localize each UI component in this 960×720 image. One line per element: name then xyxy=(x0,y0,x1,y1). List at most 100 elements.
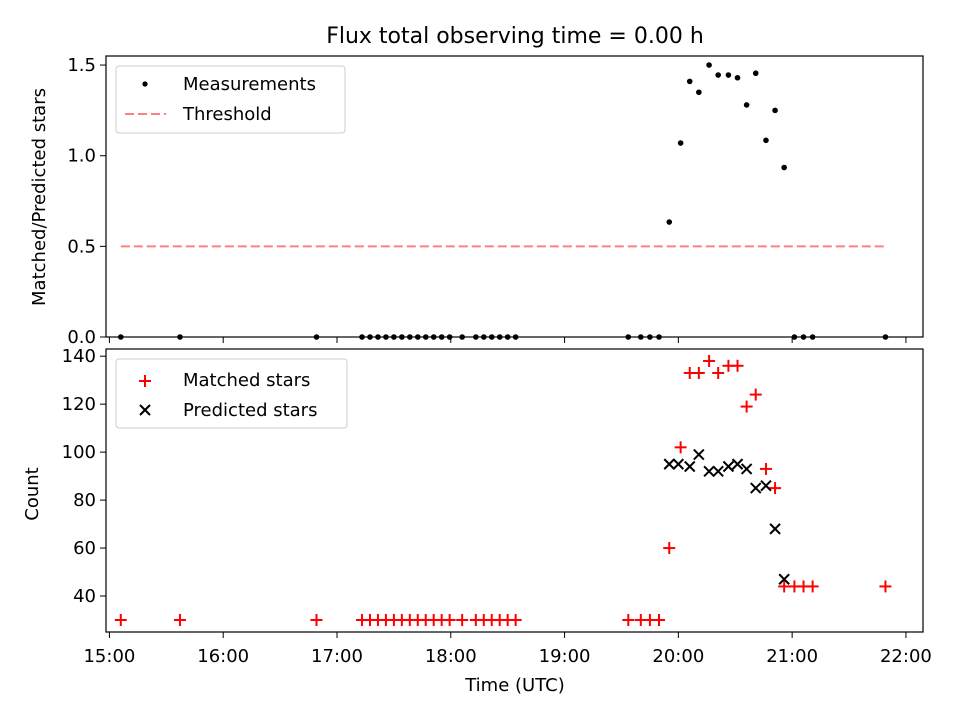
top-panel: 0.0 0.5 1.0 1.5 Matched/Predicted stars Mea… xyxy=(29,55,924,348)
measurement-point xyxy=(763,137,769,144)
bottom-y-tick-label: 120 xyxy=(62,394,96,415)
measurement-point xyxy=(772,107,778,114)
matched-stars-point xyxy=(749,388,762,401)
measurement-point xyxy=(752,70,759,77)
measurement-point xyxy=(743,102,750,108)
top-y-tick-label: 1.5 xyxy=(67,55,96,76)
legend-predicted-label: Predicted stars xyxy=(183,400,317,421)
bottom-y-axis-label: Count xyxy=(22,467,43,520)
measurement-point xyxy=(882,334,889,340)
measurement-point xyxy=(706,62,712,68)
legend-measurements-label: Measurements xyxy=(183,74,316,95)
bottom-panel: 40 60 80 100 120 140 15:00 16:00 17:00 18:00 19:0… xyxy=(22,346,932,696)
matched-stars-point xyxy=(456,614,469,627)
matched-stars-point xyxy=(173,614,186,627)
predicted-stars-point xyxy=(731,458,744,470)
measurement-point xyxy=(383,334,389,340)
bottom-y-tick-label: 40 xyxy=(73,586,96,607)
matched-stars-point xyxy=(712,366,725,379)
matched-stars-point xyxy=(310,614,323,627)
x-tick-label: 21:00 xyxy=(766,646,818,667)
x-axis-label: Time (UTC) xyxy=(464,675,565,696)
measurement-point xyxy=(647,334,653,340)
matched-stars-point xyxy=(759,462,772,475)
measurement-point xyxy=(725,72,732,78)
x-tick-label: 19:00 xyxy=(539,646,591,667)
measurement-point xyxy=(375,334,381,340)
top-y-tick-label: 0.0 xyxy=(67,327,96,348)
legend-matched-marker xyxy=(139,375,151,387)
top-legend-box xyxy=(115,65,346,134)
predicted-stars-point xyxy=(760,479,772,492)
matched-stars-point xyxy=(443,614,456,627)
top-y-ticks: 0.0 0.5 1.0 1.5 xyxy=(67,55,106,348)
chart-title: Flux total observing time = 0.00 h xyxy=(326,24,704,49)
measurement-point xyxy=(367,334,373,340)
predicted-stars-point xyxy=(703,465,715,478)
predicted-stars-point xyxy=(693,448,705,461)
bottom-plot-frame xyxy=(105,348,924,633)
measurement-point xyxy=(459,334,465,340)
measurement-point xyxy=(696,89,702,96)
matched-stars-point xyxy=(674,441,687,454)
bottom-y-tick-label: 100 xyxy=(62,442,96,463)
bottom-y-tick-label: 60 xyxy=(73,538,96,559)
measurement-point xyxy=(399,334,405,340)
x-tick-label: 16:00 xyxy=(197,646,249,667)
x-tick-label: 22:00 xyxy=(880,646,932,667)
top-y-tick-label: 1.0 xyxy=(67,146,96,167)
measurement-point xyxy=(446,334,453,340)
matched-stars-point xyxy=(663,542,676,555)
matched-stars-point xyxy=(731,359,744,372)
measurement-point xyxy=(414,334,421,340)
predicted-stars-point xyxy=(750,482,762,494)
top-data-marks xyxy=(117,62,889,340)
predicted-stars-point xyxy=(684,460,696,473)
measurement-point xyxy=(715,72,721,78)
measurement-point xyxy=(480,334,487,340)
matched-stars-point xyxy=(879,580,892,593)
measurement-point xyxy=(638,334,644,340)
measurement-point xyxy=(800,334,807,340)
bottom-data-marks xyxy=(114,354,892,627)
legend-predicted-marker xyxy=(139,404,151,416)
x-tick-label: 17:00 xyxy=(311,646,363,667)
matched-stars-point xyxy=(653,614,666,627)
measurement-point xyxy=(496,334,503,340)
bottom-legend: Matched stars Predicted stars xyxy=(115,358,348,429)
measurement-point xyxy=(177,334,183,340)
top-y-axis-label: Matched/Predicted stars xyxy=(29,88,50,306)
predicted-stars-point xyxy=(663,458,675,470)
predicted-stars-point xyxy=(712,465,724,478)
measurement-point xyxy=(359,334,365,340)
legend-measurements-marker xyxy=(142,81,148,87)
legend-matched-label: Matched stars xyxy=(183,370,310,391)
measurement-point xyxy=(734,74,741,81)
measurement-point xyxy=(677,140,684,146)
matched-stars-point xyxy=(692,366,705,379)
measurement-point xyxy=(407,334,413,340)
top-legend: Measurements Threshold xyxy=(115,65,346,134)
matched-stars-point xyxy=(114,614,127,627)
measurement-point xyxy=(438,334,445,340)
bottom-legend-box xyxy=(115,358,348,429)
legend-threshold-label: Threshold xyxy=(182,104,272,125)
matched-stars-point xyxy=(622,614,635,627)
bottom-y-tick-label: 80 xyxy=(73,490,96,511)
measurement-point xyxy=(686,78,693,85)
x-tick-label: 20:00 xyxy=(652,646,704,667)
matched-stars-point xyxy=(740,400,753,413)
measurement-point xyxy=(117,334,124,340)
matched-stars-point xyxy=(778,580,791,593)
matched-stars-point xyxy=(806,580,819,593)
measurement-point xyxy=(504,334,511,340)
measurement-point xyxy=(422,334,429,340)
measurement-point xyxy=(666,219,673,225)
predicted-stars-point xyxy=(722,460,735,473)
measurement-point xyxy=(473,334,479,340)
predicted-stars-point xyxy=(778,573,790,585)
predicted-stars-point xyxy=(672,458,685,470)
x-tick-label: 15:00 xyxy=(83,646,135,667)
matched-stars-point xyxy=(509,614,522,627)
